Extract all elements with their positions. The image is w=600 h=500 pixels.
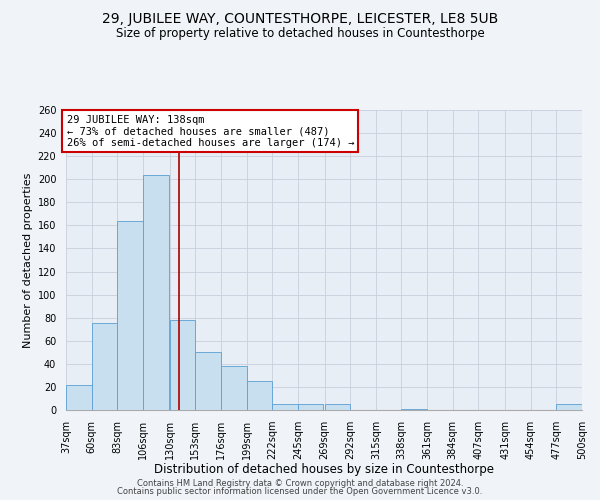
Text: Contains public sector information licensed under the Open Government Licence v3: Contains public sector information licen… [118, 487, 482, 496]
Bar [247, 381, 272, 410]
Bar [170, 320, 195, 410]
Bar [195, 352, 221, 410]
Bar [143, 174, 169, 410]
Bar [221, 366, 247, 410]
Bar [325, 404, 350, 410]
Bar [272, 404, 298, 410]
Bar [66, 384, 92, 410]
Bar [298, 404, 323, 410]
Bar [92, 324, 117, 410]
Text: 29, JUBILEE WAY, COUNTESTHORPE, LEICESTER, LE8 5UB: 29, JUBILEE WAY, COUNTESTHORPE, LEICESTE… [102, 12, 498, 26]
X-axis label: Distribution of detached houses by size in Countesthorpe: Distribution of detached houses by size … [154, 464, 494, 476]
Bar [401, 409, 427, 410]
Y-axis label: Number of detached properties: Number of detached properties [23, 172, 34, 348]
Text: Contains HM Land Registry data © Crown copyright and database right 2024.: Contains HM Land Registry data © Crown c… [137, 478, 463, 488]
Text: Size of property relative to detached houses in Countesthorpe: Size of property relative to detached ho… [116, 28, 484, 40]
Text: 29 JUBILEE WAY: 138sqm
← 73% of detached houses are smaller (487)
26% of semi-de: 29 JUBILEE WAY: 138sqm ← 73% of detached… [67, 114, 354, 148]
Bar [117, 221, 143, 410]
Bar [556, 404, 582, 410]
